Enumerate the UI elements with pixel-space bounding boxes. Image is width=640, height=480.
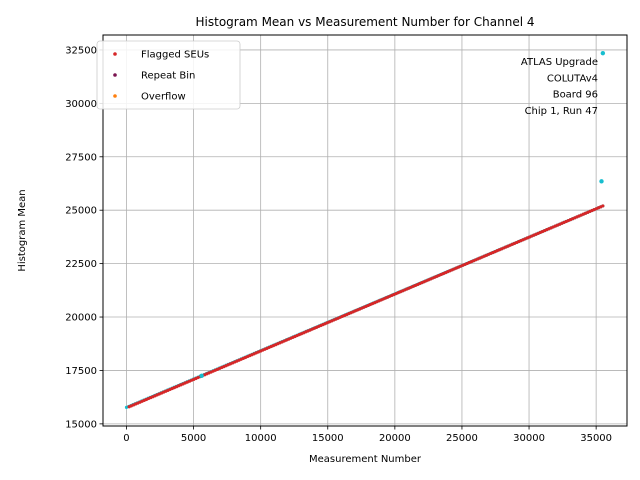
data-point [601, 204, 605, 208]
x-tick-label: 20000 [379, 433, 411, 444]
grid [103, 35, 627, 426]
y-tick-label: 32500 [65, 45, 97, 56]
y-tick-label: 27500 [65, 152, 97, 163]
x-tick-label: 35000 [580, 433, 612, 444]
series-outliers [199, 50, 606, 378]
x-tick-label: 0 [123, 433, 129, 444]
legend-marker [113, 52, 117, 56]
legend-label: Flagged SEUs [141, 50, 209, 61]
y-tick-label: 30000 [65, 99, 97, 110]
y-tick-label: 15000 [65, 419, 97, 430]
legend-marker [113, 73, 117, 77]
annotation-line: Board 96 [553, 90, 598, 101]
plot-frame [102, 34, 628, 427]
x-axis: 0 5000 10000 15000 20000 25000 30000 35000 [123, 426, 612, 444]
data-point [599, 179, 604, 184]
data-point [600, 50, 606, 56]
y-axis-title: Histogram Mean [17, 189, 28, 271]
legend: Flagged SEUs Repeat Bin Overflow [96, 40, 241, 110]
y-tick-label: 22500 [65, 259, 97, 270]
x-axis-title: Measurement Number [309, 454, 422, 465]
legend-label: Repeat Bin [141, 71, 195, 82]
data-layer [124, 50, 606, 410]
series-flagged-seus [127, 204, 605, 409]
x-tick-label: 5000 [181, 433, 206, 444]
x-tick-label: 15000 [312, 433, 344, 444]
annotation-line: Chip 1, Run 47 [525, 106, 598, 117]
chart-title: Histogram Mean vs Measurement Number for… [196, 15, 535, 29]
x-tick-label: 10000 [245, 433, 277, 444]
data-point [199, 373, 204, 378]
annotation-line: COLUTAv4 [547, 73, 598, 84]
x-tick-label: 30000 [513, 433, 545, 444]
annotation-line: ATLAS Upgrade [521, 57, 598, 68]
y-tick-label: 17500 [65, 366, 97, 377]
legend-label: Overflow [141, 92, 186, 103]
y-tick-label: 25000 [65, 206, 97, 217]
y-tick-label: 20000 [65, 313, 97, 324]
legend-marker [113, 94, 117, 98]
annotation: ATLAS Upgrade COLUTAv4 Board 96 Chip 1, Run… [521, 57, 598, 117]
x-tick-label: 25000 [446, 433, 478, 444]
legend-frame [96, 40, 241, 110]
